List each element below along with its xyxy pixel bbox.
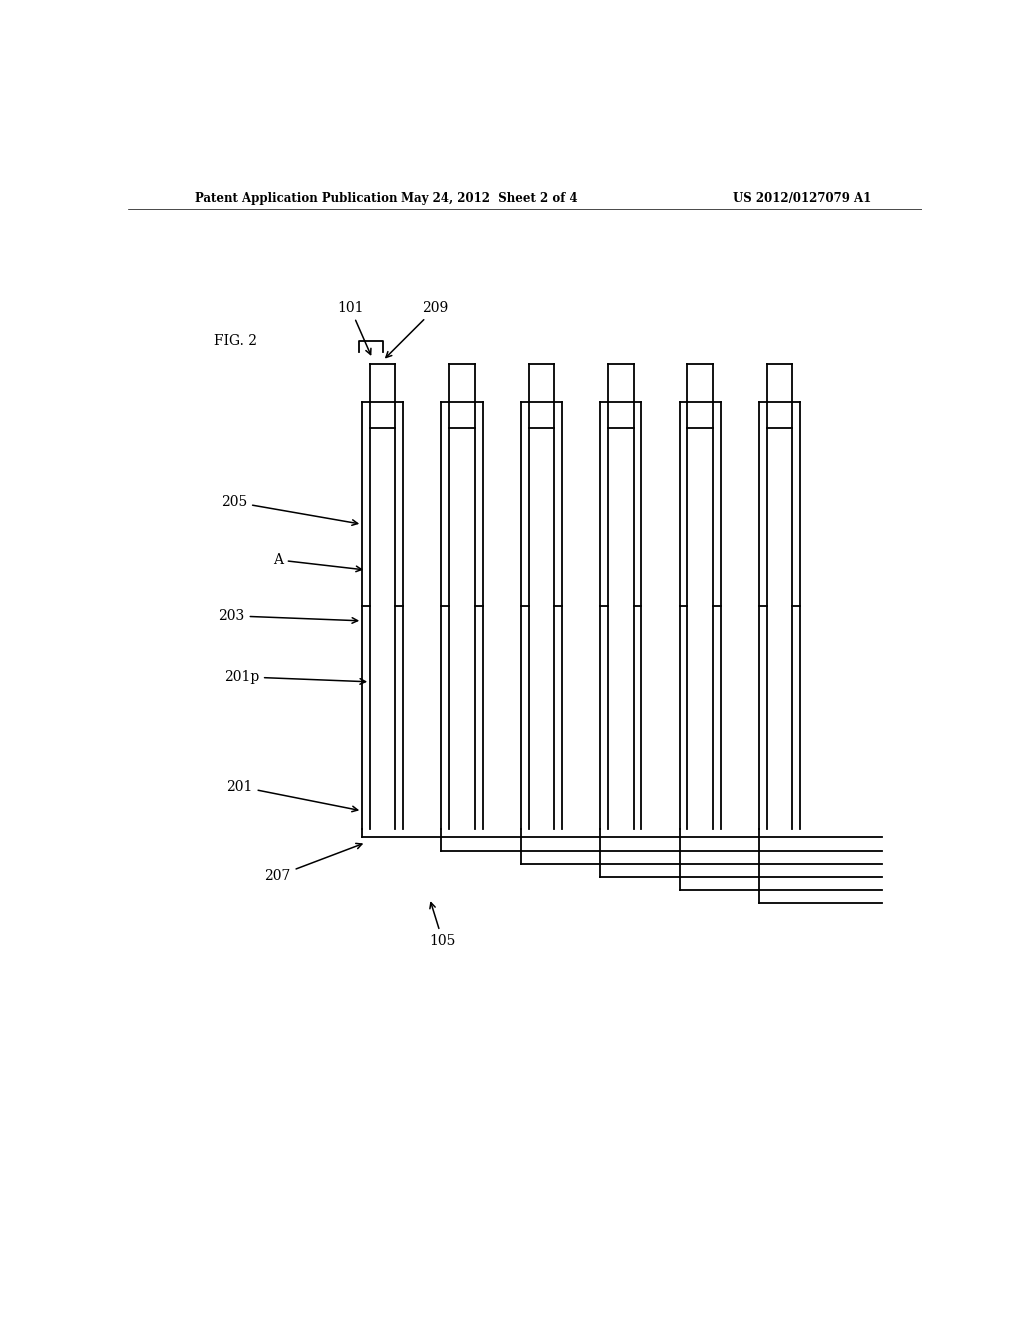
- Text: 201p: 201p: [223, 669, 366, 684]
- Text: 209: 209: [386, 301, 449, 358]
- Text: 101: 101: [337, 301, 371, 355]
- Text: 203: 203: [218, 609, 357, 623]
- Text: A: A: [272, 553, 361, 572]
- Text: FIG. 2: FIG. 2: [214, 334, 257, 348]
- Text: 105: 105: [430, 903, 456, 948]
- Text: May 24, 2012  Sheet 2 of 4: May 24, 2012 Sheet 2 of 4: [400, 191, 578, 205]
- Text: Patent Application Publication: Patent Application Publication: [196, 191, 398, 205]
- Text: 207: 207: [264, 843, 361, 883]
- Text: 205: 205: [221, 495, 357, 525]
- Text: 201: 201: [226, 780, 357, 812]
- Text: US 2012/0127079 A1: US 2012/0127079 A1: [733, 191, 871, 205]
